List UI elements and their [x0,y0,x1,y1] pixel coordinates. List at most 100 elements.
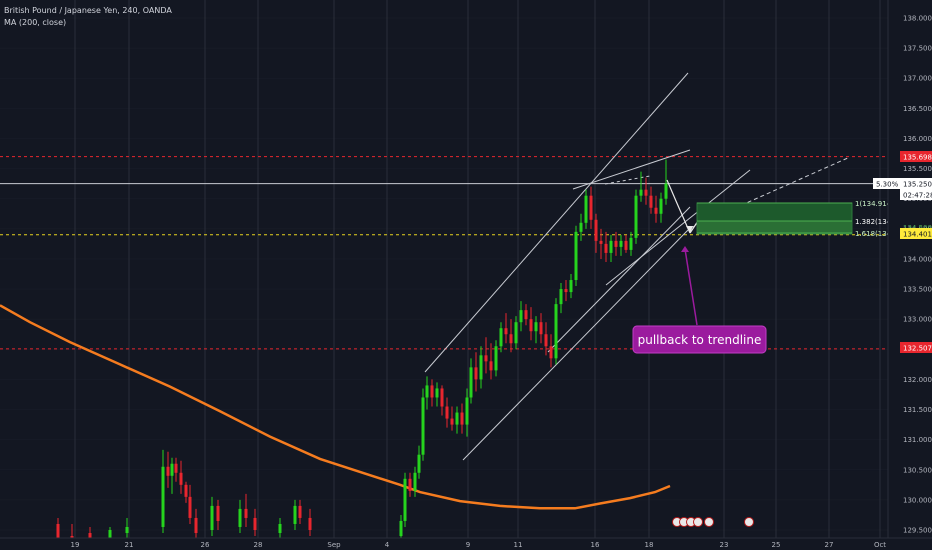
candle-body[interactable] [210,505,214,530]
candle-body[interactable] [604,243,608,253]
candle-body[interactable] [399,520,403,537]
candle-body[interactable] [519,310,523,323]
candle-body[interactable] [659,198,663,214]
candle-body[interactable] [430,385,434,398]
candle-body[interactable] [544,334,548,347]
candle-body[interactable] [529,319,533,332]
candle-body[interactable] [554,304,558,359]
candle-body[interactable] [654,207,658,214]
candle-body[interactable] [489,361,493,371]
candle-body[interactable] [664,183,668,199]
candle-body[interactable] [166,466,170,476]
candle-body[interactable] [450,418,454,425]
candle-body[interactable] [634,195,638,238]
candle-body[interactable] [589,195,593,220]
candle-body[interactable] [629,237,633,250]
wedge-top-line[interactable] [572,149,691,190]
candle-body[interactable] [403,478,407,521]
event-marker-icon[interactable] [704,517,714,527]
candle-body[interactable] [298,505,302,518]
candle-body[interactable] [599,240,603,244]
candle-body[interactable] [244,508,248,518]
candle-body[interactable] [644,189,648,196]
ma-200-line[interactable] [0,304,671,510]
candle-body[interactable] [293,505,297,524]
candle-body[interactable] [278,523,282,534]
candle-body[interactable] [465,397,469,425]
candle-body[interactable] [413,472,417,491]
path-arrow-down[interactable] [666,179,691,234]
indicator-label[interactable]: MA (200, close) [4,18,67,27]
candle-body[interactable] [188,496,192,518]
candle-body[interactable] [624,240,628,250]
candle-body[interactable] [584,195,588,223]
candle-body[interactable] [514,322,518,344]
candle-body[interactable] [614,240,618,247]
candle-body[interactable] [435,388,439,398]
candle-body[interactable] [194,517,198,534]
symbol-title[interactable]: British Pound / Japanese Yen, 240, OANDA [4,6,172,15]
candle-body[interactable] [594,219,598,241]
candle-body[interactable] [460,412,464,425]
candle-body[interactable] [534,322,538,332]
event-markers[interactable] [672,517,754,527]
candle-body[interactable] [170,463,174,476]
tag-support: 132.507 [903,345,932,353]
candle-body[interactable] [125,526,129,534]
candle-body[interactable] [56,523,60,546]
time-axis[interactable]: 19 21 26 28 Sep 4 9 11 16 18 23 25 27 Oct [0,537,932,550]
annotation-box[interactable] [632,325,767,354]
candle-body[interactable] [474,367,478,380]
candle-body[interactable] [639,189,643,196]
candle-body[interactable] [564,289,568,293]
candles-layer[interactable] [56,159,668,549]
candle-body[interactable] [539,322,543,335]
candle-body[interactable] [445,406,449,419]
candle-body[interactable] [253,517,257,530]
candle-body[interactable] [216,505,220,521]
candle-body[interactable] [524,310,528,320]
dashed-top-line[interactable] [604,175,651,185]
candle-body[interactable] [504,328,508,335]
fib-zone-lower[interactable] [696,220,853,235]
candle-body[interactable] [569,280,573,293]
candle-body[interactable] [184,484,188,497]
candle-body[interactable] [579,222,583,232]
channel-lower-line[interactable] [462,229,689,461]
candle-body[interactable] [108,530,112,543]
candle-body[interactable] [161,466,165,527]
candle-body[interactable] [499,328,503,347]
candle-body[interactable] [238,508,242,527]
inner-channel-line[interactable] [547,206,691,353]
candle-body[interactable] [440,388,444,407]
candle-body[interactable] [174,463,178,473]
candle-body[interactable] [509,334,513,344]
candle-body[interactable] [494,346,498,371]
event-marker-icon[interactable] [693,517,703,527]
candle-body[interactable] [574,231,578,281]
event-marker-icon[interactable] [744,517,754,527]
candle-body[interactable] [484,355,488,362]
candle-body[interactable] [619,240,623,247]
projection-line[interactable] [605,169,751,286]
candle-body[interactable] [549,346,553,359]
price-axis[interactable]: 129.500 130.000 130.500 131.000 131.500 132.0… [873,0,932,538]
candle-body[interactable] [469,367,473,398]
fib-zone[interactable]: 1(134.914) 1.382(134.610) 1.618(134.423) [696,200,910,238]
candle-body[interactable] [308,517,312,530]
candle-body[interactable] [408,478,412,491]
candle-body[interactable] [425,385,429,398]
channel-upper-line[interactable] [424,72,689,373]
fib-zone-upper[interactable] [696,202,853,222]
annotation[interactable]: pullback to trendline [632,246,767,354]
candle-body[interactable] [649,195,653,208]
candle-body[interactable] [179,472,183,485]
candle-body[interactable] [559,289,563,305]
candle-body[interactable] [417,454,421,473]
candle-body[interactable] [609,240,613,253]
candle-body[interactable] [421,397,425,455]
candle-body[interactable] [455,412,459,425]
candle-body[interactable] [479,355,483,380]
trendlines[interactable] [424,72,851,461]
